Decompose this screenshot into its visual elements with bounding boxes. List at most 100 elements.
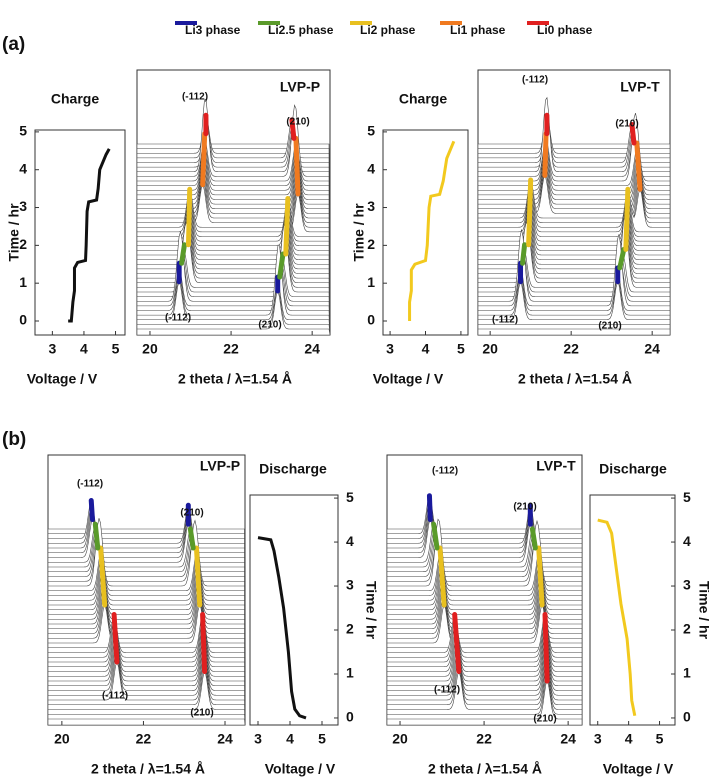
phase-trace — [542, 131, 549, 178]
legend-label: Li2 phase — [360, 23, 416, 37]
x-tick-label: 3 — [254, 731, 262, 747]
voltage-curve — [68, 148, 111, 323]
y-tick-label: 1 — [346, 665, 354, 681]
peak-annotation: (-112) — [182, 92, 208, 103]
phase-trace — [426, 493, 433, 522]
x-tick-label: 5 — [318, 731, 326, 747]
y-tick-label: 0 — [367, 312, 375, 328]
x-axis-label: 2 theta / λ=1.54 Å — [91, 761, 205, 777]
phase-trace — [289, 117, 297, 141]
peak-annotation: (-112) — [165, 313, 191, 324]
phase-trace — [293, 135, 301, 197]
peak-annotation: (210) — [533, 714, 556, 725]
x-tick-label: 5 — [457, 341, 465, 357]
pattern-stack — [48, 499, 245, 725]
y-axis-label: Time / hr — [351, 203, 367, 262]
y-axis-label: Time / hr — [363, 581, 379, 640]
chart-title: LVP-T — [620, 79, 660, 95]
plot-frame — [382, 129, 469, 336]
x-tick-label: 20 — [392, 731, 408, 747]
x-tick-label: 24 — [560, 731, 576, 747]
x-tick-label: 22 — [563, 341, 579, 357]
y-tick-label: 5 — [19, 123, 27, 139]
phase-trace — [111, 612, 120, 665]
phase-trace — [283, 196, 291, 257]
chart-title: Discharge — [599, 461, 667, 477]
y-tick-label: 4 — [367, 160, 375, 176]
plot-frame — [34, 129, 126, 336]
legend-label: Li1 phase — [450, 23, 506, 37]
x-axis-label: Voltage / V — [373, 371, 444, 387]
phase-trace — [193, 545, 203, 608]
phase-trace — [185, 186, 193, 248]
x-axis-label: 2 theta / λ=1.54 Å — [518, 371, 632, 387]
x-tick-label: 4 — [422, 341, 430, 357]
x-tick-label: 3 — [386, 341, 394, 357]
y-tick-label: 4 — [346, 533, 354, 549]
peak-annotation: (210) — [258, 320, 281, 331]
y-tick-label: 1 — [19, 274, 27, 290]
peak-annotation: (-112) — [522, 75, 548, 86]
x-axis-label: Voltage / V — [27, 371, 98, 387]
phase-trace — [542, 612, 550, 684]
x-tick-label: 24 — [217, 731, 233, 747]
y-tick-label: 5 — [367, 123, 375, 139]
y-tick-label: 0 — [346, 709, 354, 725]
x-tick-label: 20 — [482, 341, 498, 357]
y-tick-label: 3 — [19, 198, 27, 214]
plot-frame — [249, 494, 339, 726]
phase-trace — [629, 122, 637, 146]
phase-trace — [623, 186, 631, 252]
x-tick-label: 22 — [136, 731, 152, 747]
x-tick-label: 20 — [142, 341, 158, 357]
y-tick-label: 0 — [19, 312, 27, 328]
phase-trace — [529, 526, 538, 551]
pattern-stack — [387, 495, 582, 725]
legend-label: Li0 phase — [537, 23, 593, 37]
x-tick-label: 3 — [48, 341, 56, 357]
chart-title: Discharge — [259, 461, 327, 477]
voltage-curve — [597, 518, 637, 717]
x-tick-label: 4 — [286, 731, 294, 747]
pattern-curve — [478, 281, 670, 335]
x-tick-label: 4 — [625, 731, 633, 747]
pattern-curve — [478, 328, 670, 335]
y-tick-label: 4 — [683, 533, 691, 549]
chart-title: LVP-P — [200, 458, 240, 474]
y-tick-label: 1 — [367, 274, 375, 290]
peak-annotation: (210) — [513, 502, 536, 513]
plot-frame — [589, 494, 676, 726]
phase-trace — [88, 498, 95, 522]
y-tick-label: 2 — [683, 621, 691, 637]
x-tick-label: 24 — [644, 341, 660, 357]
y-tick-label: 2 — [367, 236, 375, 252]
chart-title: LVP-P — [280, 79, 320, 95]
peak-annotation: (210) — [180, 508, 203, 519]
x-tick-label: 5 — [112, 341, 120, 357]
peak-annotation: (210) — [615, 119, 638, 130]
chart-title: Charge — [399, 91, 447, 107]
phase-trace — [187, 526, 196, 551]
phase-trace — [277, 251, 286, 280]
y-tick-label: 0 — [683, 709, 691, 725]
legend-label: Li2.5 phase — [268, 23, 334, 37]
x-tick-label: 20 — [54, 731, 70, 747]
phase-trace — [92, 521, 101, 551]
x-tick-label: 22 — [476, 731, 492, 747]
peak-annotation: (210) — [598, 321, 621, 332]
pattern-curve — [137, 290, 330, 335]
pattern-curve — [387, 680, 582, 725]
peak-annotation: (-112) — [77, 479, 103, 490]
panel-label: (a) — [2, 34, 25, 55]
phase-trace — [200, 612, 208, 674]
voltage-curve — [257, 536, 307, 720]
y-tick-label: 4 — [19, 160, 27, 176]
y-tick-label: 5 — [683, 489, 691, 505]
phase-trace — [179, 242, 187, 266]
pattern-curve — [48, 671, 245, 725]
y-axis-label: Time / hr — [696, 581, 709, 640]
x-tick-label: 5 — [656, 731, 664, 747]
peak-annotation: (210) — [190, 708, 213, 719]
